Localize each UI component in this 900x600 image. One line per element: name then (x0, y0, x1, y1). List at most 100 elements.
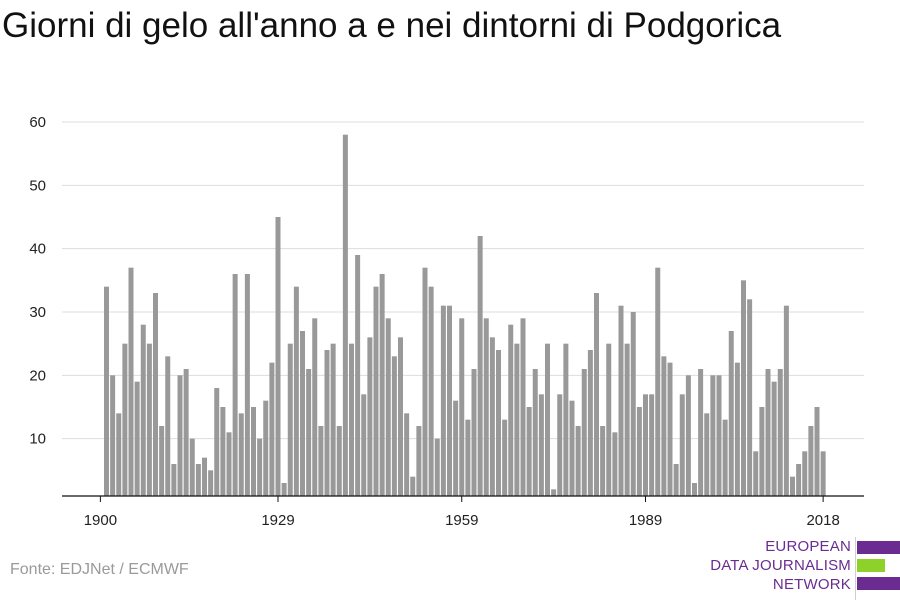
bar-1921 (226, 432, 232, 496)
bar-2006 (747, 299, 753, 496)
bar-1961 (471, 369, 477, 496)
logo-line-2: DATA JOURNALISM (710, 557, 851, 574)
bar-1937 (324, 350, 330, 496)
bar-1957 (447, 305, 452, 496)
bar-2013 (790, 476, 795, 496)
bar-1903 (116, 413, 122, 496)
bar-1950 (404, 413, 410, 496)
bar-1987 (630, 312, 636, 496)
bar-1953 (422, 267, 428, 496)
bar-1993 (667, 362, 673, 496)
bar-2003 (728, 331, 734, 496)
bar-1917 (202, 457, 207, 496)
bar-1949 (398, 337, 403, 496)
bar-2005 (741, 280, 746, 496)
logo-divider (855, 537, 856, 600)
bars (104, 134, 826, 497)
bar-1954 (428, 286, 434, 496)
bar-1910 (159, 426, 165, 496)
bar-1919 (214, 388, 220, 496)
y-tick-label: 30 (29, 304, 46, 321)
bar-1923 (238, 413, 244, 496)
bar-1999 (704, 413, 710, 496)
bar-1979 (581, 369, 587, 496)
bar-1907 (140, 324, 146, 496)
bar-2018 (820, 451, 826, 496)
bar-1966 (502, 419, 508, 496)
bar-1989 (643, 394, 648, 496)
bar-1964 (489, 337, 495, 496)
chart-title: Giorni di gelo all'anno a e nei dintorni… (2, 6, 782, 45)
bar-1985 (618, 305, 624, 496)
y-tick-label: 50 (29, 177, 46, 194)
bar-2004 (734, 362, 740, 496)
bar-2017 (814, 407, 820, 496)
bar-1996 (685, 375, 691, 496)
bar-1968 (514, 343, 520, 496)
bar-1998 (698, 369, 704, 496)
bar-1934 (306, 369, 312, 496)
bar-1908 (146, 343, 152, 496)
bar-1942 (355, 255, 361, 496)
edjnet-logo[interactable]: EUROPEAN DATA JOURNALISM NETWORK (700, 537, 900, 600)
bar-1926 (257, 438, 263, 496)
source-note: Fonte: EDJNet / ECMWF (10, 561, 189, 578)
bar-1980 (587, 350, 593, 496)
bar-2009 (765, 369, 771, 496)
bar-1959 (459, 318, 465, 496)
bar-2012 (783, 305, 789, 496)
y-axis: 10 20 30 40 50 60 (29, 114, 46, 448)
bar-1976 (563, 343, 569, 496)
bar-2007 (753, 451, 759, 496)
bar-1956 (440, 305, 446, 496)
bar-1935 (312, 318, 318, 496)
bar-1916 (195, 464, 201, 496)
x-tick-label: 1959 (445, 512, 478, 529)
bar-1981 (594, 293, 599, 496)
bar-1931 (287, 343, 293, 496)
bar-1945 (373, 286, 379, 496)
bar-2002 (722, 419, 728, 496)
bar-1927 (263, 400, 269, 496)
bar-1911 (165, 356, 171, 496)
bar-1973 (545, 343, 550, 496)
bar-1902 (110, 375, 116, 496)
bar-1970 (526, 407, 532, 496)
bar-1962 (477, 236, 483, 496)
bar-1946 (379, 274, 385, 496)
bar-1932 (293, 286, 299, 496)
x-tick-label: 2018 (806, 512, 839, 529)
bar-1972 (538, 394, 544, 496)
x-tick-label: 1929 (261, 512, 294, 529)
bar-1901 (104, 286, 109, 496)
bar-2000 (710, 375, 716, 496)
bar-1974 (551, 489, 557, 496)
bar-2011 (777, 369, 783, 496)
bar-1943 (361, 394, 367, 496)
bar-1909 (153, 293, 158, 496)
bar-2001 (716, 375, 722, 496)
bar-1905 (128, 267, 134, 496)
bar-1948 (391, 356, 397, 496)
bar-1958 (453, 400, 459, 496)
bar-1930 (281, 483, 287, 496)
y-tick-label: 60 (29, 114, 46, 131)
bar-1984 (612, 432, 618, 496)
y-tick-label: 20 (29, 367, 46, 384)
bar-2016 (808, 426, 814, 496)
bar-1933 (300, 331, 305, 496)
y-tick-label: 10 (29, 431, 46, 448)
bar-1988 (636, 407, 642, 496)
bar-1944 (367, 337, 373, 496)
bar-2015 (802, 451, 808, 496)
bar-2010 (771, 381, 777, 496)
bar-1939 (336, 426, 342, 496)
bar-1992 (661, 356, 667, 496)
bar-1971 (532, 369, 538, 496)
logo-bar-purple-top (857, 541, 900, 554)
bar-1913 (177, 375, 183, 496)
bar-1995 (679, 394, 685, 496)
bar-1960 (465, 419, 471, 496)
bar-1975 (557, 394, 563, 496)
